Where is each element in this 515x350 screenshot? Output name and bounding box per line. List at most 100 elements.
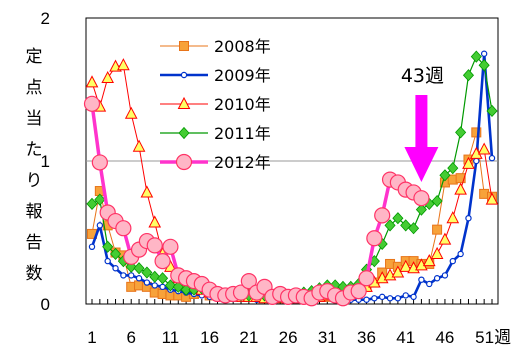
- data-point-triangle: [177, 96, 191, 109]
- x-tick-label: 6: [126, 328, 135, 347]
- data-point-triangle: [132, 139, 146, 152]
- data-point-circle: [465, 214, 472, 222]
- y-axis-label-char: た: [26, 140, 43, 160]
- x-tick-label: 41: [396, 328, 415, 347]
- data-point-circle: [112, 265, 119, 272]
- data-point-circle: [88, 243, 96, 250]
- series-layer: [83, 50, 499, 307]
- data-point-circle: [433, 275, 441, 282]
- x-tick-label: 1: [87, 328, 96, 347]
- data-point-circle: [104, 257, 111, 265]
- data-point-circle: [488, 154, 496, 162]
- data-point-big-circle: [366, 230, 383, 247]
- data-point-triangle: [117, 58, 130, 71]
- data-point-big-circle: [146, 237, 163, 254]
- series-3: [85, 58, 499, 304]
- y-axis-label-char: 定: [26, 47, 43, 67]
- annotation: 43週: [401, 65, 444, 182]
- data-point-circle: [128, 272, 135, 279]
- series-4: [86, 50, 498, 303]
- annotation-label: 43週: [401, 65, 444, 87]
- data-point-diamond: [178, 126, 190, 140]
- data-point-triangle: [446, 211, 460, 224]
- data-point-big-circle: [350, 283, 367, 300]
- y-axis-tick-labels: 0 1 2: [41, 9, 50, 314]
- data-point-triangle: [454, 182, 467, 195]
- data-point-big-circle: [154, 253, 171, 270]
- legend-item-2: 2009年: [160, 66, 271, 85]
- data-point-circle: [480, 50, 488, 57]
- data-point-circle: [473, 157, 480, 165]
- y-axis-label-char: 告: [26, 233, 43, 253]
- legend-label: 2008年: [214, 37, 271, 56]
- data-point-triangle: [399, 259, 413, 272]
- data-point-triangle: [422, 254, 436, 267]
- x-tick-label: 26: [279, 328, 298, 347]
- legend-label: 2010年: [214, 95, 271, 114]
- x-tick-label: 11: [162, 328, 180, 347]
- data-point-diamond: [149, 270, 161, 283]
- data-point-circle: [135, 275, 143, 282]
- legend-label: 2011年: [214, 124, 271, 143]
- data-point-big-circle: [240, 273, 257, 290]
- data-point-diamond: [439, 169, 451, 182]
- data-point-big-circle: [413, 190, 430, 207]
- data-point-diamond: [133, 262, 145, 275]
- legend-item-1: 2008年: [160, 37, 271, 56]
- legend-item-3: 2010年: [160, 95, 271, 114]
- data-point-circle: [159, 283, 166, 291]
- y-axis-label-char: り: [26, 171, 43, 191]
- data-point-diamond: [447, 162, 459, 175]
- data-point-triangle: [462, 156, 475, 169]
- annotation-arrow: [404, 95, 439, 182]
- data-point-circle: [363, 296, 370, 303]
- data-point-diamond: [470, 50, 482, 63]
- data-point-big-circle: [83, 95, 101, 112]
- data-point-big-circle: [232, 284, 250, 301]
- data-point-diamond: [102, 240, 114, 253]
- x-tick-label: 51週: [475, 328, 511, 347]
- data-point-diamond: [408, 222, 420, 235]
- data-point-circle: [96, 222, 104, 229]
- data-point-big-circle: [162, 238, 179, 255]
- data-point-big-circle: [358, 270, 375, 287]
- data-point-circle: [371, 295, 378, 302]
- legend-item-5: 2012年: [160, 153, 271, 172]
- data-point-diamond: [431, 194, 443, 208]
- x-tick-label: 31: [318, 328, 337, 347]
- data-point-circle: [402, 292, 409, 299]
- data-point-square: [179, 41, 189, 51]
- data-point-circle: [180, 71, 188, 79]
- data-point-triangle: [101, 70, 115, 84]
- data-point-circle: [143, 279, 151, 286]
- x-axis-tick-labels: 1 6 11 16 21 26 31 36 41 46 51週: [87, 328, 511, 347]
- data-point-circle: [441, 272, 449, 279]
- data-point-triangle: [148, 215, 162, 228]
- data-point-triangle: [124, 106, 138, 119]
- y-tick-label-2: 2: [41, 9, 50, 28]
- data-point-diamond: [486, 104, 498, 118]
- data-point-diamond: [86, 197, 98, 210]
- data-point-diamond: [94, 193, 106, 206]
- data-point-big-circle: [374, 207, 391, 224]
- data-point-diamond: [415, 203, 427, 216]
- legend-label: 2012年: [214, 153, 271, 172]
- y-axis-label-char: 報: [26, 202, 43, 222]
- data-point-triangle: [85, 75, 99, 88]
- data-point-square: [471, 127, 482, 138]
- data-point-diamond: [462, 69, 475, 82]
- y-axis-label-char: 点: [26, 78, 43, 98]
- data-point-diamond: [384, 219, 396, 232]
- data-point-big-circle: [115, 220, 132, 237]
- data-point-diamond: [109, 247, 122, 261]
- data-point-triangle: [430, 246, 444, 259]
- data-point-circle: [426, 280, 433, 288]
- data-point-circle: [449, 257, 456, 265]
- data-point-circle: [394, 295, 402, 302]
- data-point-triangle: [438, 232, 452, 245]
- y-tick-label-1: 1: [41, 152, 50, 171]
- data-point-diamond: [392, 212, 404, 225]
- data-point-diamond: [157, 272, 169, 285]
- legend-item-4: 2011年: [160, 124, 271, 143]
